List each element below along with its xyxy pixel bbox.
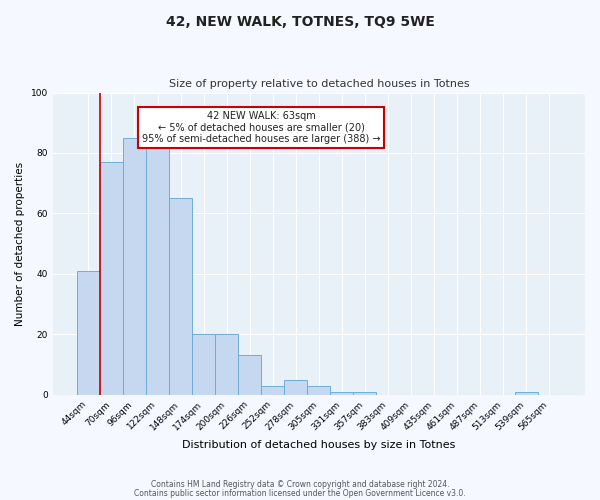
X-axis label: Distribution of detached houses by size in Totnes: Distribution of detached houses by size …: [182, 440, 455, 450]
Text: Contains HM Land Registry data © Crown copyright and database right 2024.: Contains HM Land Registry data © Crown c…: [151, 480, 449, 489]
Bar: [192, 334, 215, 394]
Bar: [215, 334, 238, 394]
Bar: [515, 392, 538, 394]
Bar: [123, 138, 146, 394]
Bar: [77, 271, 100, 394]
Bar: [284, 380, 307, 394]
Bar: [331, 392, 353, 394]
Bar: [169, 198, 192, 394]
Bar: [146, 144, 169, 395]
Bar: [261, 386, 284, 394]
Bar: [307, 386, 331, 394]
Y-axis label: Number of detached properties: Number of detached properties: [15, 162, 25, 326]
Title: Size of property relative to detached houses in Totnes: Size of property relative to detached ho…: [169, 79, 469, 89]
Bar: [353, 392, 376, 394]
Text: 42, NEW WALK, TOTNES, TQ9 5WE: 42, NEW WALK, TOTNES, TQ9 5WE: [166, 15, 434, 29]
Text: 42 NEW WALK: 63sqm
← 5% of detached houses are smaller (20)
95% of semi-detached: 42 NEW WALK: 63sqm ← 5% of detached hous…: [142, 110, 380, 144]
Bar: [100, 162, 123, 394]
Bar: [238, 356, 261, 395]
Text: Contains public sector information licensed under the Open Government Licence v3: Contains public sector information licen…: [134, 490, 466, 498]
